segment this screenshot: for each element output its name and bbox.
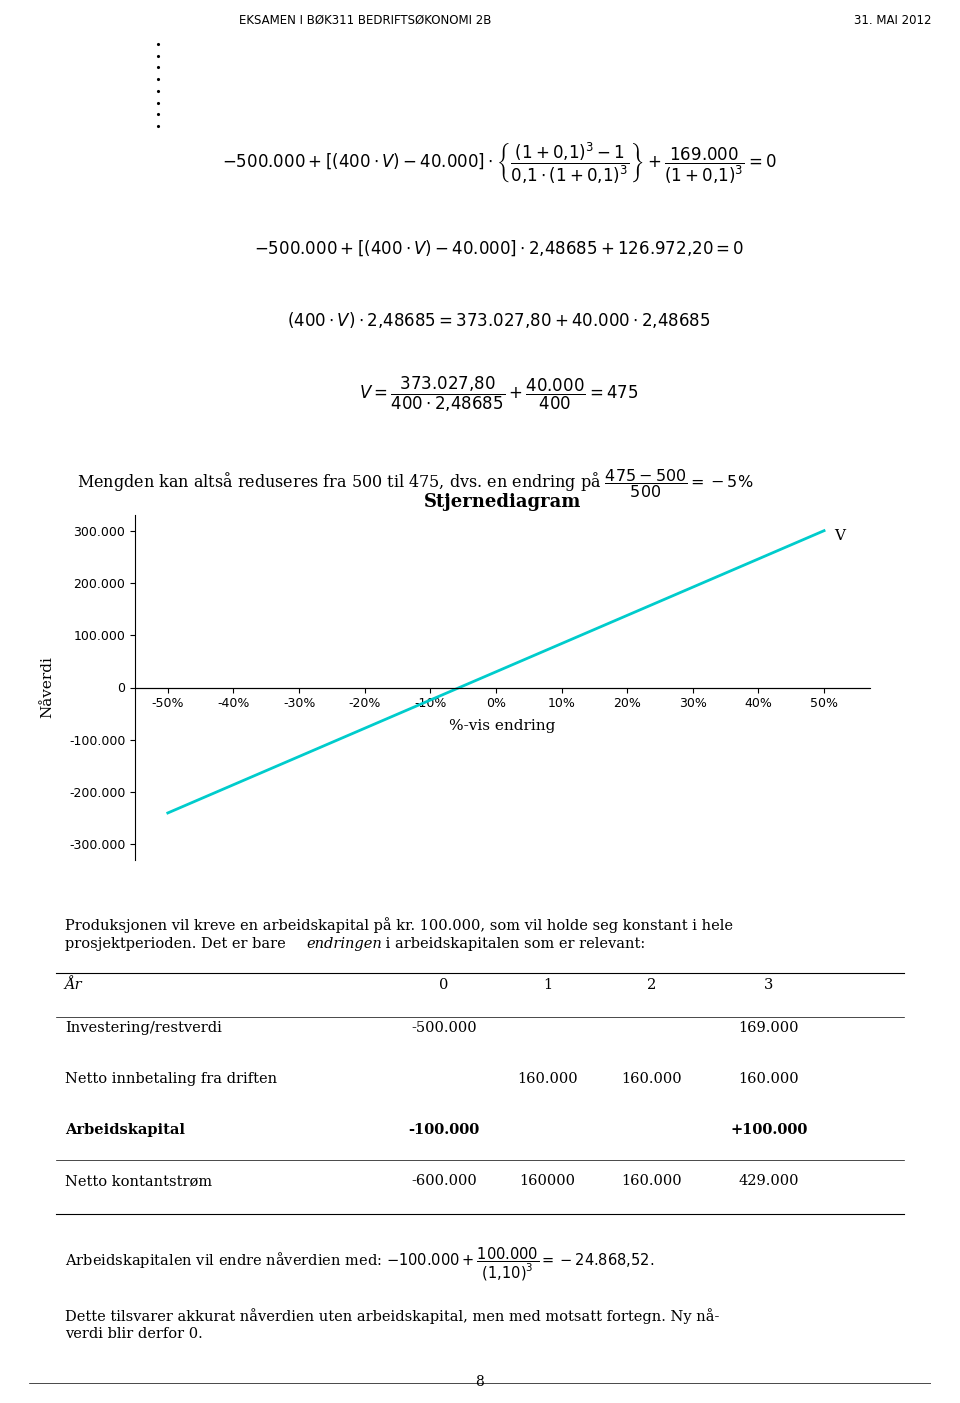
Text: 1: 1 [543,978,552,992]
Text: 0: 0 [440,978,448,992]
Text: Mengden kan altså reduseres fra 500 til 475, dvs. en endring på $\dfrac{475-500}: Mengden kan altså reduseres fra 500 til … [77,467,754,501]
Text: Netto kontantstrøm: Netto kontantstrøm [65,1174,212,1188]
Text: 160.000: 160.000 [738,1072,799,1086]
Text: Produksjonen vil kreve en arbeidskapital på kr. 100.000, som vil holde seg konst: Produksjonen vil kreve en arbeidskapital… [65,918,732,933]
Text: $-500.000 + [(400 \cdot V) - 40.000] \cdot 2{,}48685 + 126.972{,}20 = 0$: $-500.000 + [(400 \cdot V) - 40.000] \cd… [254,239,744,258]
Text: 3: 3 [764,978,774,992]
Text: Dette tilsvarer akkurat nåverdien uten arbeidskapital, men med motsatt fortegn. : Dette tilsvarer akkurat nåverdien uten a… [65,1309,719,1341]
Text: 160.000: 160.000 [621,1174,682,1188]
Text: Investering/restverdi: Investering/restverdi [65,1021,222,1035]
Text: $-500.000 + [(400 \cdot V) - 40.000] \cdot \left\{\dfrac{(1+0{,}1)^3 - 1}{0{,}1 : $-500.000 + [(400 \cdot V) - 40.000] \cd… [222,140,777,185]
Title: Stjernediagram: Stjernediagram [423,492,581,511]
Text: Arbeidskapitalen vil endre nåverdien med: $-100.000 + \dfrac{100.000}{(1{,}10)^3: Arbeidskapitalen vil endre nåverdien med… [65,1246,654,1282]
Text: 160.000: 160.000 [621,1072,682,1086]
Text: EKSAMEN I BØK311 BEDRIFTSØKONOMI 2B: EKSAMEN I BØK311 BEDRIFTSØKONOMI 2B [239,14,491,27]
Text: 429.000: 429.000 [738,1174,799,1188]
Y-axis label: Nåverdi: Nåverdi [40,657,54,718]
Text: 160000: 160000 [519,1174,576,1188]
Text: i arbeidskapitalen som er relevant:: i arbeidskapitalen som er relevant: [381,937,645,950]
Text: 8: 8 [475,1375,485,1389]
Text: -100.000: -100.000 [408,1124,480,1138]
Text: bi) Konstant arbeidskapital: bi) Konstant arbeidskapital [42,874,299,891]
Text: Arbeidskapital: Arbeidskapital [65,1124,185,1138]
Text: $(400 \cdot V) \cdot 2{,}48685 = 373.027{,}80 + 40.000 \cdot 2{,}48685$: $(400 \cdot V) \cdot 2{,}48685 = 373.027… [287,310,711,330]
Text: prosjektperioden. Det er bare: prosjektperioden. Det er bare [65,937,290,950]
Text: 169.000: 169.000 [738,1021,799,1035]
X-axis label: %-vis endring: %-vis endring [449,718,556,732]
Text: År: År [65,978,83,992]
Text: 31. MAI 2012: 31. MAI 2012 [853,14,931,27]
Text: 160.000: 160.000 [517,1072,578,1086]
Text: V: V [834,529,845,543]
Text: $V = \dfrac{373.027{,}80}{400 \cdot 2{,}48685} + \dfrac{40.000}{400} = 475$: $V = \dfrac{373.027{,}80}{400 \cdot 2{,}… [359,375,639,414]
Text: Netto innbetaling fra driften: Netto innbetaling fra driften [65,1072,277,1086]
Text: -500.000: -500.000 [411,1021,477,1035]
Text: +100.000: +100.000 [731,1124,807,1138]
Text: -600.000: -600.000 [411,1174,477,1188]
Text: endringen: endringen [307,937,382,950]
Text: 2: 2 [647,978,656,992]
